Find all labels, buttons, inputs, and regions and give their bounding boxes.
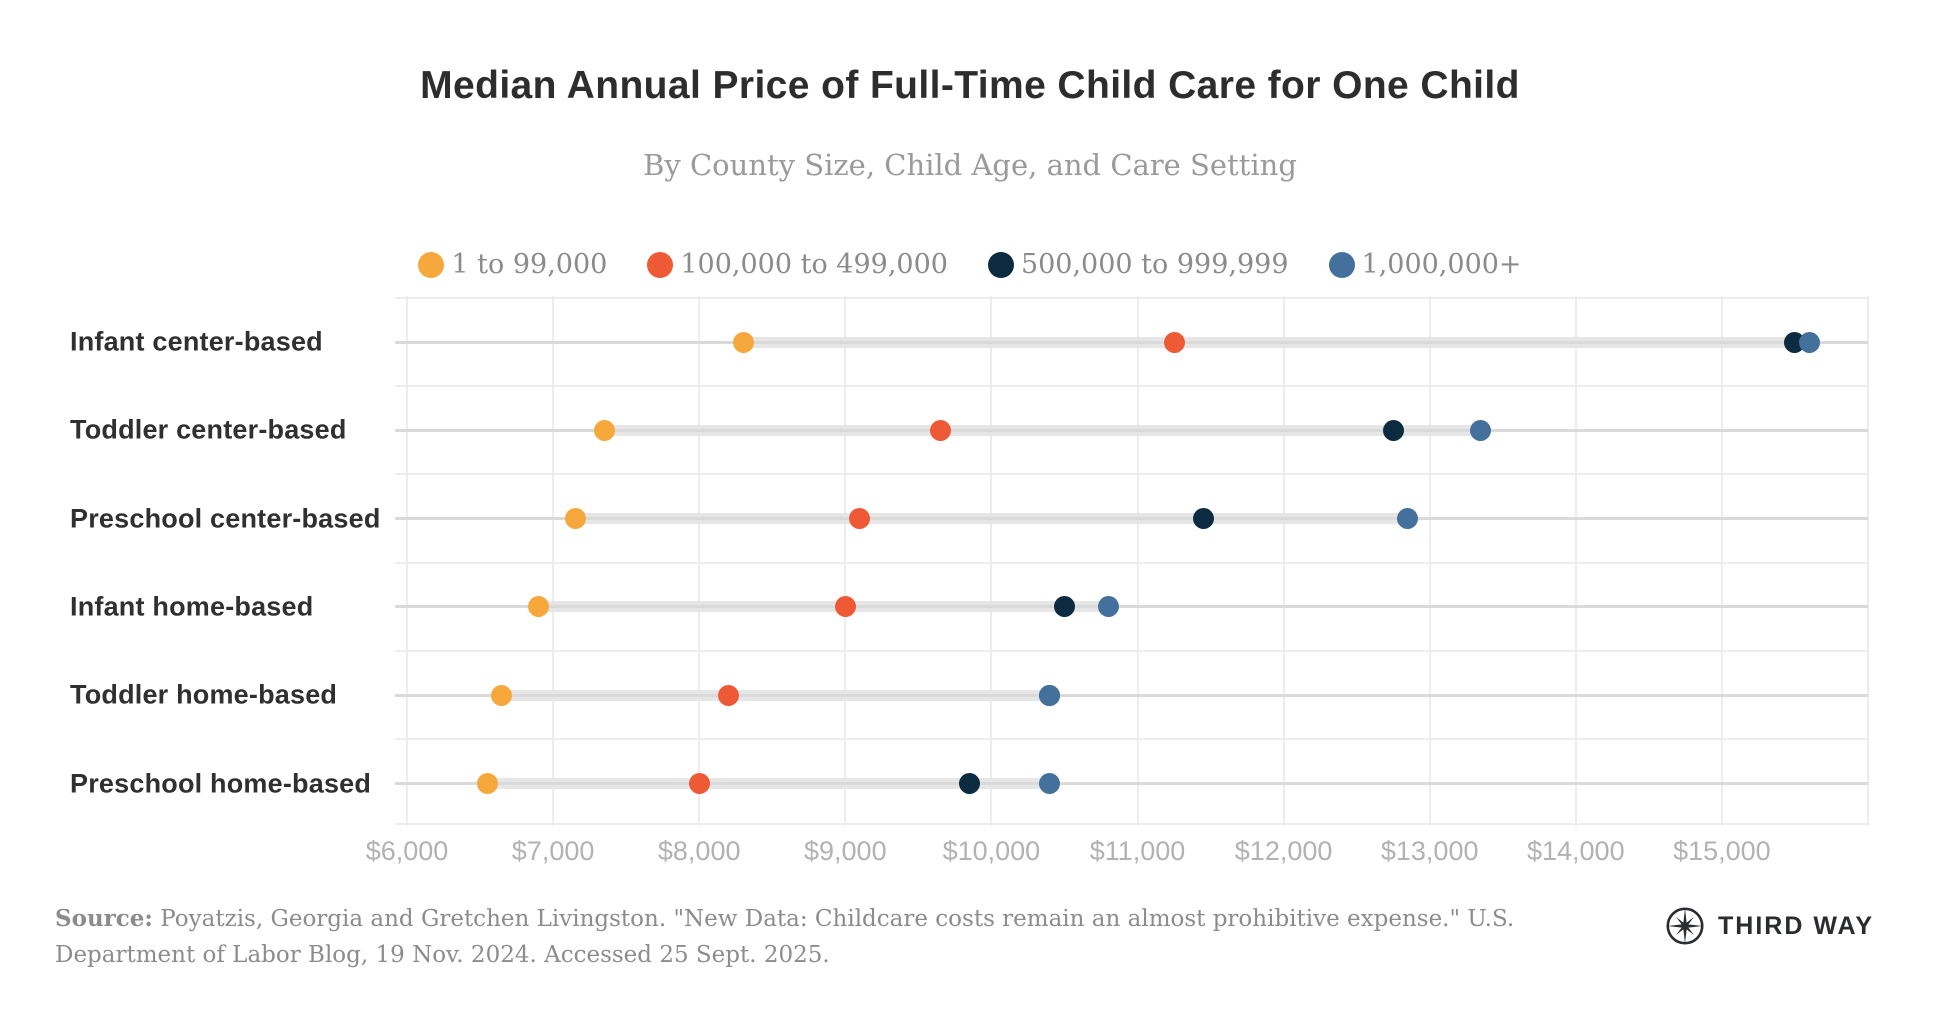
row-label: Preschool home-based xyxy=(70,768,372,798)
data-point xyxy=(1039,684,1061,706)
x-tick-label: $10,000 xyxy=(942,836,1041,866)
source-note: Source: Poyatzis, Georgia and Gretchen L… xyxy=(55,901,1635,973)
gridline-horizontal xyxy=(395,385,1868,388)
source-label: Source: xyxy=(55,905,153,932)
data-point xyxy=(1382,419,1404,441)
gridline-vertical xyxy=(990,296,993,826)
chart-title: Median Annual Price of Full-Time Child C… xyxy=(420,64,1520,107)
chart: Infant center-based Toddler center-based P… xyxy=(0,296,1940,916)
source-text: Poyatzis, Georgia and Gretchen Livingsto… xyxy=(55,906,1515,968)
row-label: Preschool center-based xyxy=(70,503,381,534)
chart-subtitle: By County Size, Child Age, and Care Sett… xyxy=(643,148,1297,182)
row-axis-line xyxy=(395,517,1868,521)
row-axis-line xyxy=(395,428,1868,432)
x-tick-label: $8,000 xyxy=(657,836,741,866)
gridline-vertical xyxy=(1428,296,1431,826)
gridline-vertical xyxy=(1720,296,1723,826)
data-point xyxy=(732,331,754,353)
row-axis-line xyxy=(395,782,1868,785)
legend: 1 to 99,000 100,000 to 499,000 500,000 to … xyxy=(0,249,1940,280)
row-axis-line xyxy=(395,605,1868,609)
third-way-logo: THIRD WAY xyxy=(1665,906,1874,946)
data-point xyxy=(1039,773,1061,794)
gridline-vertical xyxy=(1867,296,1869,826)
x-tick-label: $15,000 xyxy=(1673,836,1771,866)
data-point xyxy=(688,773,710,794)
data-point xyxy=(491,684,513,706)
gridline-horizontal xyxy=(395,650,1868,653)
row-label: Toddler center-based xyxy=(70,414,347,445)
x-tick-label: $9,000 xyxy=(804,836,887,866)
data-point xyxy=(834,596,856,618)
data-point xyxy=(929,419,951,441)
gridline-vertical xyxy=(1136,296,1139,826)
gridline-horizontal xyxy=(395,823,1868,825)
data-point xyxy=(1053,596,1075,618)
data-point xyxy=(593,419,615,441)
legend-item: 500,000 to 999,999 xyxy=(987,249,1289,280)
gridline-vertical xyxy=(406,296,408,826)
data-point xyxy=(1192,508,1214,530)
legend-dot xyxy=(987,251,1014,278)
data-point xyxy=(717,684,739,706)
x-axis: $6,000 $7,000 $8,000 $9,000 $10,000 $11,000 $1… xyxy=(0,836,1940,870)
legend-item: 100,000 to 499,000 xyxy=(647,249,948,280)
data-point xyxy=(1163,331,1185,353)
x-tick-label: $13,000 xyxy=(1380,836,1479,866)
legend-label: 1,000,000+ xyxy=(1361,249,1522,280)
data-point xyxy=(564,508,586,530)
data-point xyxy=(1097,596,1119,618)
row-label: Infant center-based xyxy=(70,326,323,357)
gridline-horizontal xyxy=(395,561,1868,564)
gridline-horizontal xyxy=(395,297,1868,299)
row-axis-line xyxy=(395,340,1868,344)
legend-label: 100,000 to 499,000 xyxy=(680,249,948,280)
x-tick-label: $7,000 xyxy=(511,836,595,866)
legend-dot xyxy=(418,251,445,278)
compass-star-icon xyxy=(1666,907,1704,945)
legend-label: 1 to 99,000 xyxy=(451,249,608,280)
legend-dot xyxy=(1328,251,1355,278)
x-tick-label: $11,000 xyxy=(1089,836,1186,866)
data-point xyxy=(476,773,498,794)
gridline-vertical xyxy=(698,296,701,826)
gridline-vertical xyxy=(1282,296,1285,826)
data-point xyxy=(849,508,871,530)
plot-area xyxy=(395,296,1869,826)
legend-dot xyxy=(647,251,674,278)
row-label: Toddler home-based xyxy=(70,679,338,710)
legend-item: 1,000,000+ xyxy=(1328,249,1522,280)
row-label: Infant home-based xyxy=(70,591,314,622)
x-tick-label: $12,000 xyxy=(1234,836,1333,866)
x-tick-label: $6,000 xyxy=(365,836,449,866)
legend-label: 500,000 to 999,999 xyxy=(1020,249,1289,280)
legend-item: 1 to 99,000 xyxy=(418,249,607,280)
data-point xyxy=(1470,419,1492,441)
data-point xyxy=(1799,331,1821,353)
gridline-horizontal xyxy=(395,473,1868,476)
data-point xyxy=(1397,508,1419,530)
x-tick-label: $14,000 xyxy=(1526,836,1625,866)
data-point xyxy=(958,773,980,794)
row-labels: Infant center-based Toddler center-based P… xyxy=(70,296,400,826)
logo-text: THIRD WAY xyxy=(1718,911,1874,940)
row-axis-line xyxy=(395,693,1868,697)
gridline-horizontal xyxy=(395,738,1868,741)
gridline-vertical xyxy=(1574,296,1577,826)
gridline-vertical xyxy=(552,296,555,826)
gridline-vertical xyxy=(844,296,847,826)
data-point xyxy=(527,596,549,618)
